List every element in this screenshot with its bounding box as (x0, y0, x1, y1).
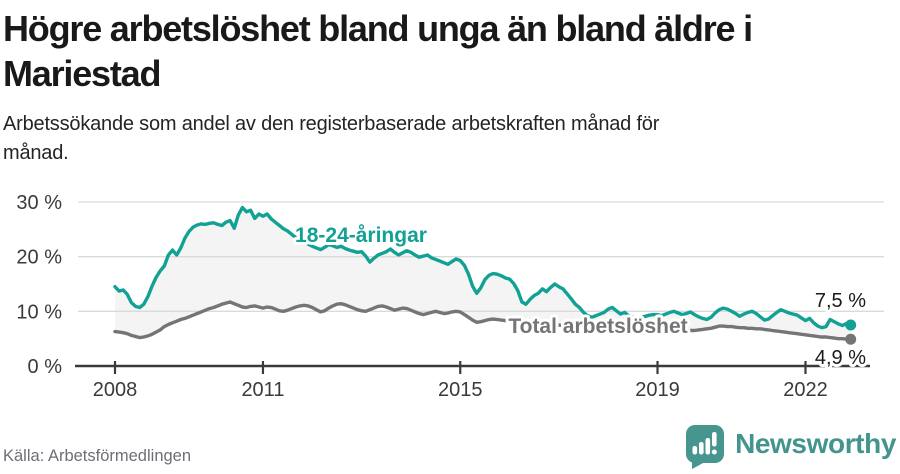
total-series-label: Total arbetslöshet (508, 315, 687, 338)
total-line (113, 300, 853, 341)
chart-area: 0 % 10 % 20 % 30 % 2008 2011 2015 2019 2022 18-24… (0, 184, 900, 404)
y-tick-label: 10 % (16, 301, 62, 323)
youth-line (113, 205, 853, 330)
x-tick-label: 2019 (635, 379, 680, 401)
y-tick-label: 0 % (28, 356, 63, 378)
bubble-shape (686, 425, 725, 463)
x-tick-label: 2008 (93, 379, 138, 401)
y-tick-label: 30 % (16, 192, 62, 214)
youth-series-label: 18-24-åringar (295, 224, 427, 247)
youth-end-value-label: 7,5 % (815, 290, 866, 312)
bar-small (692, 446, 698, 455)
newsworthy-brand: Newsworthy (684, 424, 896, 470)
bar-medium (699, 442, 704, 455)
series-layer (113, 205, 857, 345)
speech-bubble-bar-chart-icon (686, 425, 725, 469)
exclamation-bar (712, 432, 717, 447)
brand-name: Newsworthy (735, 428, 896, 459)
page-title: Högre arbetslöshet bland unga än bland ä… (3, 8, 753, 95)
bubble-tail (692, 461, 706, 469)
chart-footer: Källa: Arbetsförmedlingen Newsworthy (0, 424, 900, 474)
bar-large (705, 438, 711, 455)
label-layer: 0 % 10 % 20 % 30 % 2008 2011 2015 2019 2022 18-24… (16, 192, 869, 401)
chart-header: Högre arbetslöshet bland unga än bland ä… (0, 0, 900, 168)
chart-subtitle: Arbetssökande som andel av den registerb… (3, 112, 660, 164)
line-chart: 0 % 10 % 20 % 30 % 2008 2011 2015 2019 2022 18-24… (16, 192, 884, 401)
y-tick-label: 20 % (16, 246, 62, 268)
axis-layer (75, 360, 870, 374)
x-tick-label: 2015 (438, 379, 483, 401)
youth-end-dot (845, 319, 857, 331)
total-end-value-label: 4,9 % (815, 347, 866, 369)
x-tick-label: 2022 (783, 379, 828, 401)
exclamation-dot (711, 449, 717, 455)
total-end-dot (845, 333, 857, 345)
x-tick-label: 2011 (241, 379, 284, 401)
source-note: Källa: Arbetsförmedlingen (3, 447, 192, 465)
